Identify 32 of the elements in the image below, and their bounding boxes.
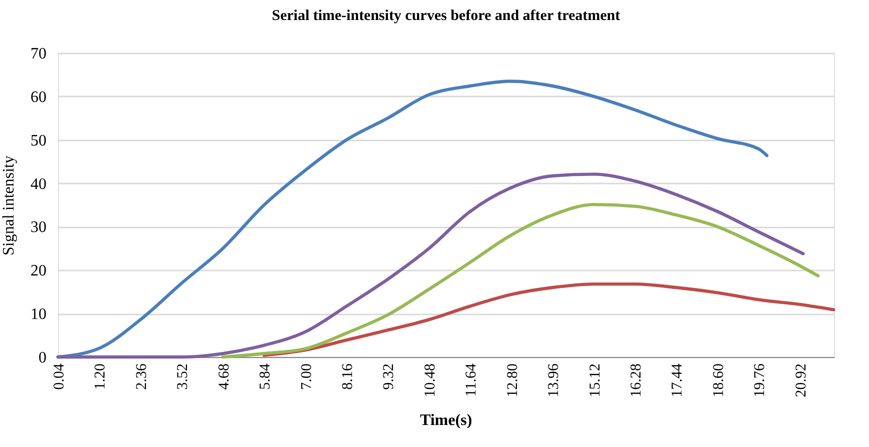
x-tick-label: 17.44 (670, 363, 686, 398)
x-tick-label: 19.76 (752, 363, 768, 398)
line-series (56, 172, 805, 359)
y-tick-label: 40 (30, 176, 46, 193)
x-tick-label: 4.68 (216, 364, 232, 390)
x-tick-label: 11.64 (464, 363, 480, 397)
y-tick-label: 30 (30, 219, 46, 236)
x-tick-label: 20.92 (793, 364, 810, 398)
x-tick-label: 10.48 (422, 364, 438, 398)
x-tick-label: 12.80 (504, 364, 521, 398)
y-tick-label: 10 (30, 306, 46, 324)
x-tick-label: 7.00 (298, 364, 315, 390)
y-tick-label: 20 (30, 262, 46, 280)
x-tick-label: 16.28 (628, 364, 645, 398)
y-tick-label: 70 (30, 46, 46, 62)
y-tick-label: 50 (30, 132, 46, 150)
x-tick-label: 9.32 (381, 364, 398, 390)
line-series (262, 282, 836, 357)
x-tick-label: 13.96 (546, 363, 562, 398)
line-series (221, 202, 820, 359)
y-tick-label: 60 (30, 88, 46, 106)
x-tick-label: 1.20 (92, 364, 109, 390)
x-tick-label: 2.36 (134, 363, 150, 390)
x-tick-label: 5.84 (258, 363, 274, 390)
x-tick-label: 15.12 (587, 364, 604, 398)
x-tick-label: 3.52 (175, 364, 192, 390)
x-tick-label: 0.04 (52, 363, 68, 390)
x-tick-label: 18.60 (710, 364, 727, 398)
x-tick-label: 8.16 (340, 363, 356, 390)
chart-title: Serial time-intensity curves before and after treatment (272, 8, 620, 24)
y-tick-label: 0 (38, 350, 46, 366)
y-axis-title: Signal intensity (0, 156, 18, 256)
